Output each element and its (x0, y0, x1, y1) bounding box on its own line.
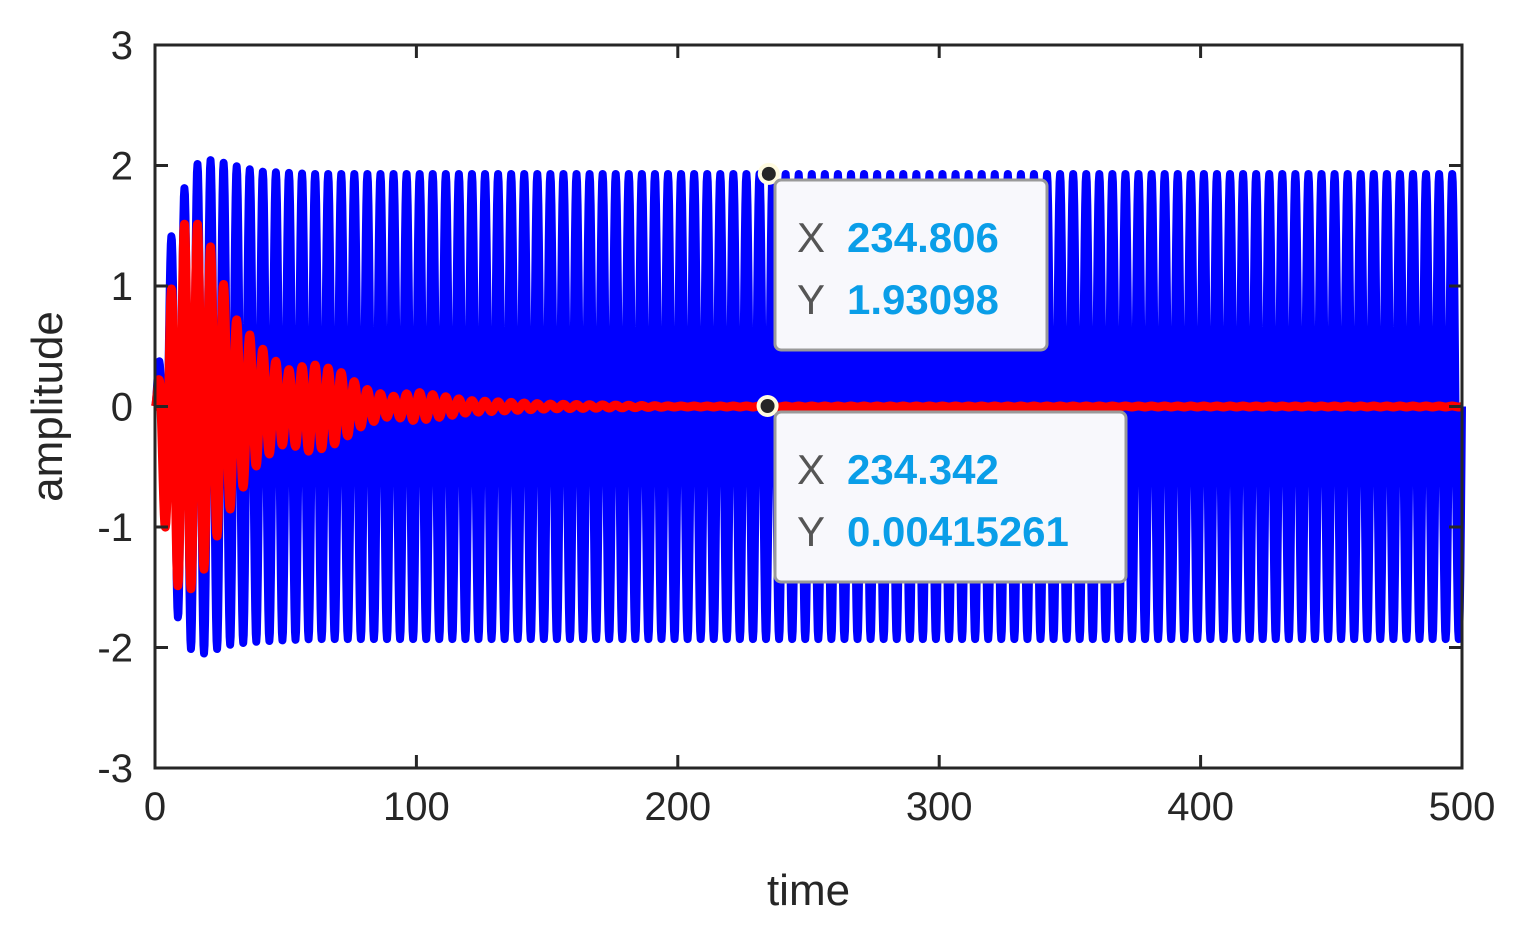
series-line-red (151, 219, 1466, 594)
y-tick-label: -3 (97, 747, 133, 791)
datatip[interactable]: X 234.806 Y 1.93098 (757, 162, 1049, 352)
y-tick-label: 1 (111, 265, 133, 309)
ticks-layer: 0 100 200 300 400 500 3 2 1 0 -1 -2 -3 (97, 24, 1495, 829)
x-tick-label: 200 (644, 785, 711, 829)
y-tick-label: 2 (111, 145, 133, 189)
datatip-marker[interactable] (761, 166, 776, 181)
datatip-x-key: X (797, 446, 825, 493)
datatip-x-key: X (797, 214, 825, 261)
y-tick-label: -1 (97, 506, 133, 550)
y-axis-label: amplitude (23, 311, 72, 502)
datatip-y-value: 1.93098 (847, 276, 999, 323)
x-tick-label: 400 (1167, 785, 1234, 829)
datatip-x-value: 234.806 (847, 214, 999, 261)
datatip-box (773, 410, 1128, 584)
x-tick-label: 500 (1429, 785, 1496, 829)
datatip-x-value: 234.342 (847, 446, 999, 493)
datatips-layer[interactable]: X 234.806 Y 1.93098 X 234.342 Y 0.00415261 (756, 162, 1128, 584)
datatip-y-key: Y (797, 276, 825, 323)
y-tick-label: -2 (97, 627, 133, 671)
x-axis-label: time (767, 866, 850, 915)
datatip-y-value: 0.00415261 (847, 508, 1069, 555)
datatip-box (773, 178, 1049, 352)
x-tick-label: 100 (383, 785, 450, 829)
series-layer (151, 156, 1466, 658)
y-tick-label: 3 (111, 24, 133, 68)
datatip[interactable]: X 234.342 Y 0.00415261 (756, 394, 1128, 584)
datatip-y-key: Y (797, 508, 825, 555)
datatip-marker[interactable] (760, 398, 775, 413)
x-tick-label: 300 (906, 785, 973, 829)
y-tick-label: 0 (111, 386, 133, 430)
x-tick-label: 0 (144, 785, 166, 829)
